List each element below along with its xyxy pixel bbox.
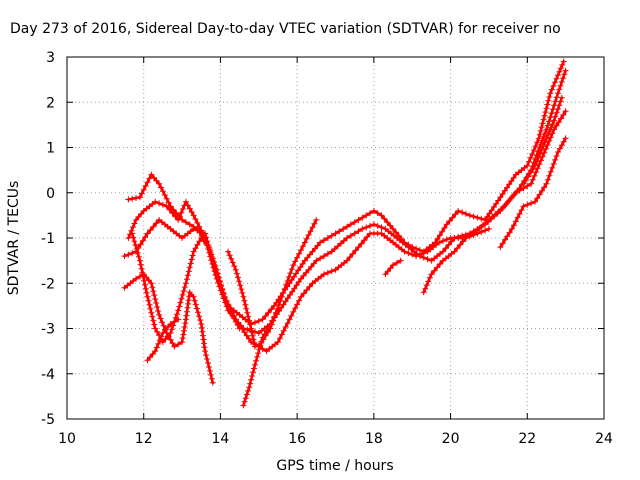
y-tick-label: 0 [46, 186, 55, 202]
y-axis-label: SDTVAR / TECUs [6, 181, 22, 296]
markers-track-f [144, 316, 182, 364]
markers-track-m [520, 94, 565, 187]
markers-track-l [497, 135, 569, 251]
marker-group [121, 58, 569, 409]
x-axis-label: GPS time / hours [276, 458, 393, 474]
markers-track-c [121, 67, 569, 355]
x-tick-label: 16 [288, 431, 306, 447]
x-tick-label: 18 [365, 431, 383, 447]
y-tick-label: -3 [41, 322, 55, 338]
x-tick-label: 22 [518, 431, 536, 447]
x-tick-label: 12 [135, 431, 153, 447]
y-tick-label: -1 [41, 231, 55, 247]
markers-track-k [420, 225, 492, 296]
markers-track-j [382, 257, 404, 278]
x-tick-label: 20 [442, 431, 460, 447]
y-tick-label: 1 [46, 141, 55, 157]
x-tick-label: 24 [595, 431, 613, 447]
plot-frame [66, 56, 605, 420]
markers-track-g [225, 248, 258, 350]
x-tick-label: 10 [58, 431, 76, 447]
y-tick-label: -2 [41, 276, 55, 292]
y-tick-label: -5 [41, 412, 55, 428]
x-tick-label: 14 [212, 431, 230, 447]
y-tick-label: 2 [46, 95, 55, 111]
chart-title: Day 273 of 2016, Sidereal Day-to-day VTE… [10, 21, 561, 37]
y-tick-label: -4 [41, 367, 55, 383]
markers-track-i [255, 216, 320, 350]
y-tick-label: 3 [46, 50, 55, 66]
